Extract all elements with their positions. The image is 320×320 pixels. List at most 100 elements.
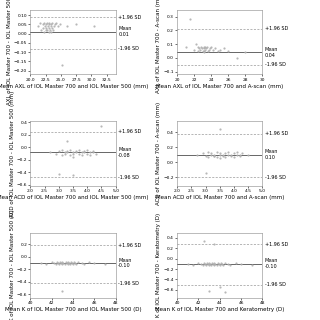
Point (237, 152, 242, 157)
Point (82, 148, 87, 154)
Point (203, 154, 208, 159)
Point (57, 262, 62, 267)
Point (68, 148, 73, 153)
Point (55, 24, 60, 29)
Point (226, 149, 231, 154)
Point (215, 48, 220, 53)
Point (217, 262, 222, 268)
Text: -1.96 SD: -1.96 SD (265, 62, 286, 67)
Point (203, 44, 208, 49)
Point (226, 152, 231, 157)
Point (50, 20, 55, 25)
Text: -1.96 SD: -1.96 SD (265, 282, 286, 287)
Point (219, 261, 224, 267)
Point (206, 47, 211, 52)
Point (214, 149, 220, 154)
Point (79, 152, 84, 157)
Point (37, 20, 43, 25)
Text: -1.96 SD: -1.96 SD (118, 281, 139, 286)
Point (49, 26, 54, 31)
Point (53, 20, 59, 25)
Point (198, 44, 204, 49)
Point (64, 260, 69, 266)
Point (60, 289, 65, 294)
X-axis label: Mean AXL of IOL Master 700 and IOL Master 500 (mm): Mean AXL of IOL Master 700 and IOL Maste… (0, 84, 148, 89)
Point (81, 262, 86, 267)
Point (238, 261, 244, 267)
Text: Mean
-0.10: Mean -0.10 (265, 259, 278, 269)
Point (202, 261, 207, 267)
Point (35, 24, 40, 29)
Point (203, 47, 208, 52)
Point (217, 155, 222, 160)
Point (206, 288, 212, 293)
Point (59, 260, 64, 266)
Point (192, 47, 197, 52)
Point (65, 139, 70, 144)
Point (41, 20, 46, 25)
Point (231, 154, 236, 159)
Point (102, 262, 108, 267)
Point (46, 22, 51, 27)
Point (246, 152, 251, 157)
Text: +1.96 SD: +1.96 SD (265, 27, 288, 31)
Y-axis label: AXL of IOL Master 700 - IOL Master 500 (mm): AXL of IOL Master 700 - IOL Master 500 (… (7, 0, 12, 105)
Point (228, 262, 233, 268)
Point (68, 259, 74, 264)
Point (209, 151, 214, 156)
Point (196, 260, 201, 265)
Text: +1.96 SD: +1.96 SD (265, 131, 288, 136)
Point (193, 42, 198, 47)
Point (203, 262, 208, 268)
Point (79, 150, 84, 155)
Point (45, 28, 50, 33)
Point (65, 148, 70, 154)
Point (53, 262, 59, 267)
Point (70, 154, 76, 159)
Point (65, 259, 70, 264)
Point (243, 50, 248, 55)
Point (82, 150, 87, 155)
Point (233, 260, 238, 265)
Point (90, 148, 95, 154)
Point (212, 260, 217, 265)
Point (200, 48, 205, 53)
Point (74, 22, 79, 27)
Point (40, 22, 45, 27)
Point (88, 152, 93, 157)
Point (212, 152, 217, 157)
Point (190, 262, 196, 268)
Point (226, 48, 231, 53)
Point (195, 44, 200, 49)
Point (85, 148, 90, 153)
Point (214, 154, 220, 159)
Point (65, 262, 70, 267)
Point (195, 152, 200, 157)
Point (183, 44, 188, 49)
Point (67, 262, 72, 267)
X-axis label: Mean ACD of IOL Master 700 and IOL Master 500 (mm): Mean ACD of IOL Master 700 and IOL Maste… (0, 195, 149, 200)
X-axis label: Mean K of IOL Master 700 and IOL Master 500 (D): Mean K of IOL Master 700 and IOL Master … (5, 307, 141, 312)
Point (204, 44, 210, 49)
Point (209, 44, 214, 49)
Point (197, 46, 202, 51)
Point (56, 148, 61, 154)
Text: +1.96 SD: +1.96 SD (118, 129, 141, 134)
Point (76, 259, 81, 264)
Point (237, 154, 242, 159)
Point (93, 151, 98, 156)
Point (56, 260, 61, 266)
Point (41, 26, 46, 31)
Point (212, 262, 217, 268)
Point (212, 154, 217, 159)
Point (50, 28, 55, 33)
Point (76, 148, 81, 153)
Point (51, 260, 56, 266)
Point (53, 151, 59, 156)
Point (62, 150, 67, 155)
Point (196, 48, 201, 53)
Point (220, 262, 226, 268)
Point (222, 260, 228, 265)
Point (44, 262, 49, 267)
Point (217, 151, 222, 156)
